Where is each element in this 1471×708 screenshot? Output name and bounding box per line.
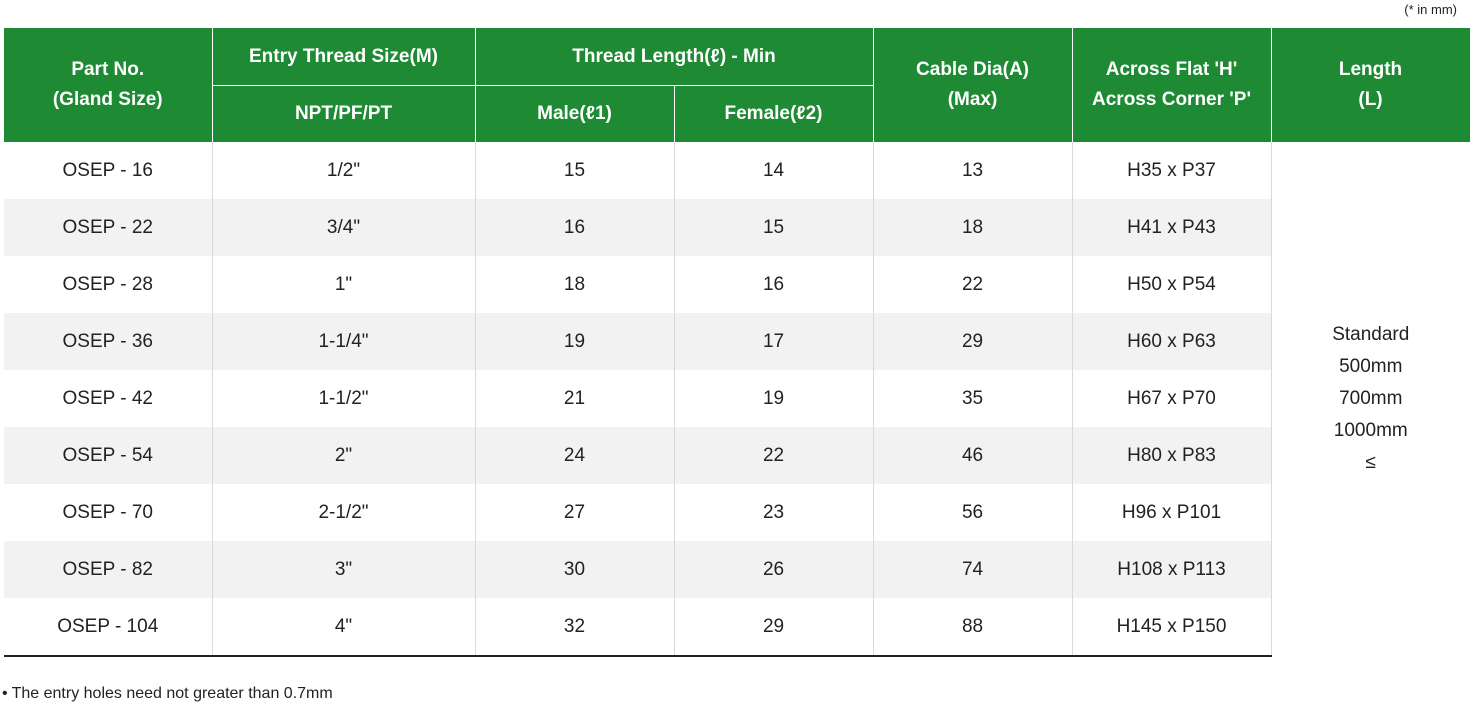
cell-cable: 88: [872, 598, 1073, 657]
cell-part: OSEP - 82: [4, 541, 212, 598]
cell-part: OSEP - 28: [62, 273, 153, 295]
length-value: 500mm: [1339, 356, 1403, 377]
cell-cable: 22: [872, 256, 1073, 313]
cell-male: 24: [474, 427, 674, 484]
cell-cable: 56: [872, 484, 1073, 541]
length-value: 1000mm: [1333, 420, 1408, 441]
cell-thread: 2-1/2": [211, 484, 475, 541]
table-row: OSEP - 82 3" 30 26 74 H108 x P113: [4, 541, 1470, 598]
header-part-no: Part No. (Gland Size): [4, 28, 213, 142]
length-value: ≤: [1365, 452, 1376, 473]
table-row: OSEP - 42 1-1/2" 21 19 35 H67 x P70: [4, 370, 1470, 427]
length-value: 700mm: [1339, 388, 1403, 409]
cell-part: OSEP - 22: [4, 199, 212, 256]
cell-cable: 13: [872, 142, 1073, 199]
header-length: Length (L): [1270, 28, 1471, 142]
cell-cable: 46: [872, 427, 1073, 484]
cell-male: 21: [474, 370, 674, 427]
table-row: OSEP - 70 2-1/2" 27 23 56 H96 x P101: [4, 484, 1470, 541]
length-value: Standard: [1332, 324, 1410, 345]
table-row: OSEP - 54 2" 24 22 46 H80 x P83: [4, 427, 1470, 484]
table-row: OSEP - 16 1/2" 15 14 13 H35 x P37 Standard 500m…: [4, 142, 1471, 656]
cell-part: OSEP - 70: [62, 501, 153, 523]
cell-cable: 35: [872, 370, 1073, 427]
cell-female: 26: [673, 541, 874, 598]
cell-cable: 18: [872, 199, 1073, 256]
cell-female: 16: [673, 256, 874, 313]
cell-male: 30: [474, 541, 674, 598]
cell-part: OSEP - 54: [4, 427, 212, 484]
cell-across: H108 x P113: [1071, 541, 1272, 598]
cell-male: 27: [474, 484, 674, 541]
cell-part: OSEP - 42: [62, 387, 153, 409]
cell-male: 18: [474, 256, 674, 313]
cell-thread: 1-1/4": [211, 313, 475, 370]
cell-female: 15: [673, 199, 874, 256]
cell-thread: 2": [211, 427, 475, 484]
cell-male: 32: [474, 598, 674, 657]
header-entry-thread-sub: NPT/PF/PT: [212, 85, 476, 142]
cell-part: OSEP - 16: [62, 159, 153, 181]
cell-part: OSEP - 104: [4, 598, 212, 657]
cell-thread: 3/4": [211, 199, 475, 256]
header-female: Female(ℓ2): [673, 85, 874, 142]
cell-female: 23: [673, 484, 874, 541]
cell-part: OSEP - 36: [4, 313, 212, 370]
table-row: OSEP - 28 1" 18 16 22 H50 x P54: [4, 256, 1470, 313]
cell-female: 14: [673, 142, 874, 199]
cell-across: H67 x P70: [1071, 370, 1272, 427]
cell-female: 17: [673, 313, 874, 370]
cell-across: H96 x P101: [1071, 484, 1272, 541]
cell-male: 16: [474, 199, 674, 256]
header-male: Male(ℓ1): [474, 85, 675, 142]
cell-female: 22: [673, 427, 874, 484]
cell-thread: 4": [211, 598, 475, 657]
footnote: • The entry holes need not greater than 0…: [2, 685, 333, 703]
header-across: Across Flat 'H' Across Corner 'P': [1071, 28, 1272, 142]
cell-cable: 74: [872, 541, 1073, 598]
header-cable-dia: Cable Dia(A) (Max): [872, 28, 1073, 142]
cell-length: Standard 500mm 700mm 1000mm ≤: [1270, 142, 1471, 656]
cell-male: 19: [474, 313, 674, 370]
header-thread-length: Thread Length(ℓ) - Min: [474, 28, 874, 86]
table-row: OSEP - 22 3/4" 16 15 18 H41 x P43: [4, 199, 1470, 256]
header-entry-thread: Entry Thread Size(M): [211, 28, 476, 86]
cell-cable: 29: [872, 313, 1073, 370]
unit-note: (* in mm): [1404, 2, 1457, 17]
footnote-text: The entry holes need not greater than 0.…: [11, 685, 333, 702]
table-body: OSEP - 16 1/2" 15 14 13 H35 x P37 Standard 500m…: [4, 142, 1471, 657]
cell-male: 15: [474, 142, 674, 199]
cell-across: H41 x P43: [1071, 199, 1272, 256]
cell-thread: 1/2": [211, 142, 475, 199]
cell-thread: 1-1/2": [211, 370, 475, 427]
cell-thread: 1": [211, 256, 475, 313]
cell-across: H50 x P54: [1071, 256, 1272, 313]
cell-female: 29: [673, 598, 874, 657]
table-row: OSEP - 104 4" 32 29 88 H145 x P150: [4, 598, 1470, 657]
cell-across: H35 x P37: [1071, 142, 1272, 199]
table-row: OSEP - 36 1-1/4" 19 17 29 H60 x P63: [4, 313, 1470, 370]
cell-thread: 3": [211, 541, 475, 598]
cell-across: H145 x P150: [1071, 598, 1272, 657]
spec-table: Part No. (Gland Size) Entry Thread Size(M…: [4, 28, 1471, 657]
cell-across: H80 x P83: [1071, 427, 1272, 484]
bullet-icon: •: [2, 685, 8, 702]
cell-female: 19: [673, 370, 874, 427]
cell-across: H60 x P63: [1071, 313, 1272, 370]
